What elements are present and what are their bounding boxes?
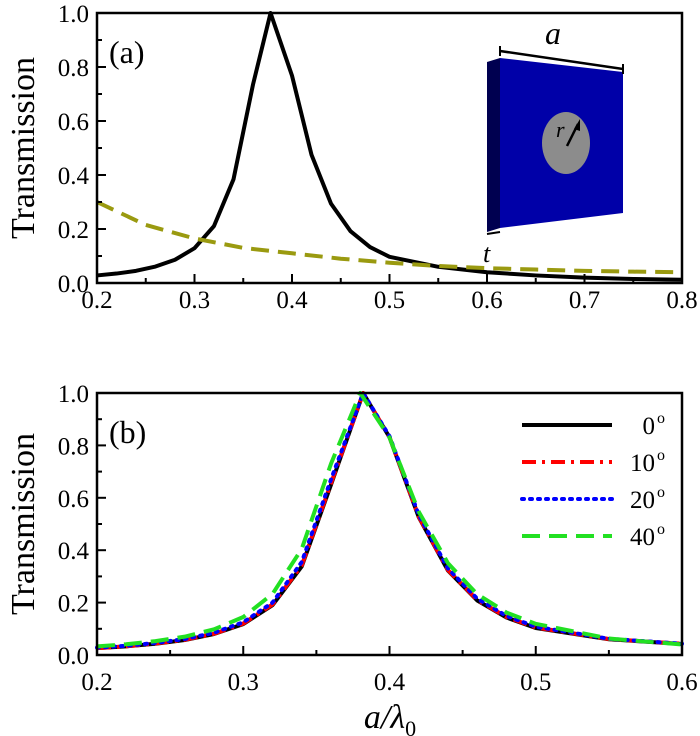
legend-label: 20 — [630, 487, 655, 514]
panel-label: (b) — [109, 414, 146, 450]
x-tick-label: 0.5 — [374, 287, 405, 314]
legend-label: 0 — [643, 413, 656, 440]
y-tick-label: 1.0 — [58, 1, 89, 28]
y-tick-label: 0.2 — [58, 217, 89, 244]
y-tick-label: 0.0 — [58, 271, 89, 298]
y-tick-label: 0.6 — [58, 486, 89, 513]
inset-unit-cell-diagram: r a t — [483, 15, 624, 268]
y-tick-label: 0.4 — [58, 538, 90, 565]
x-tick-label: 0.6 — [666, 669, 697, 696]
y-tick-label: 0.2 — [58, 591, 89, 618]
series-line-20 — [95, 391, 684, 650]
y-axis-label: Transmission — [5, 433, 42, 615]
x-tick-label: 0.3 — [228, 669, 259, 696]
legend-label-superscript: o — [657, 410, 665, 427]
series-line-0 — [96, 11, 683, 282]
legend-label-superscript: o — [657, 484, 665, 501]
inset-label-r: r — [556, 117, 565, 142]
panel-label: (a) — [109, 34, 145, 70]
y-tick-label: 0.8 — [58, 433, 89, 460]
legend-label: 40 — [630, 524, 655, 551]
thickness-dimension-line — [486, 231, 501, 235]
x-axis-label: a/λ0 — [364, 699, 416, 736]
legend-label-superscript: o — [657, 521, 665, 538]
y-axis-label: Transmission — [5, 57, 42, 239]
plot-frame — [95, 391, 684, 657]
inset-label-a: a — [545, 15, 561, 51]
series-line-1 — [96, 200, 683, 275]
y-tick-label: 0.8 — [58, 55, 89, 82]
panel-b: 0.2 0.3 0.4 0.5 0.60.00.20.40.60.81.0Transmi… — [5, 381, 698, 736]
series-line-40 — [96, 391, 683, 649]
legend-label: 10 — [630, 450, 655, 477]
inset-label-t: t — [483, 239, 491, 268]
x-tick-label: 0.2 — [81, 669, 112, 696]
y-tick-label: 0.0 — [58, 643, 89, 670]
x-tick-label: 0.8 — [666, 287, 697, 314]
x-tick-label: 0.4 — [374, 669, 406, 696]
radius-arrowhead — [574, 119, 580, 131]
y-tick-label: 1.0 — [58, 381, 89, 408]
x-tick-label: 0.7 — [569, 287, 600, 314]
x-tick-label: 0.6 — [471, 287, 502, 314]
x-tick-label: 0.2 — [81, 287, 112, 314]
series-line-0 — [96, 391, 683, 651]
y-tick-label: 0.4 — [58, 163, 90, 190]
x-axis-label-main: a/λ — [364, 699, 405, 736]
hole-circle — [542, 112, 590, 174]
y-tick-label: 0.6 — [58, 109, 89, 136]
x-tick-label: 0.4 — [276, 287, 308, 314]
x-axis-label-subscript: 0 — [405, 716, 416, 736]
slab-side-face — [487, 58, 500, 232]
legend: 0 o10 o20 o40 o — [520, 410, 665, 551]
x-tick-label: 0.3 — [179, 287, 210, 314]
width-dimension-line — [499, 49, 624, 71]
legend-label-superscript: o — [657, 447, 665, 464]
panel-a: 0.2 0.3 0.4 0.5 0.6 0.7 0.80.00.20.40.60.81.0T… — [5, 1, 698, 314]
x-tick-label: 0.5 — [520, 669, 551, 696]
series-line-10 — [96, 391, 683, 651]
